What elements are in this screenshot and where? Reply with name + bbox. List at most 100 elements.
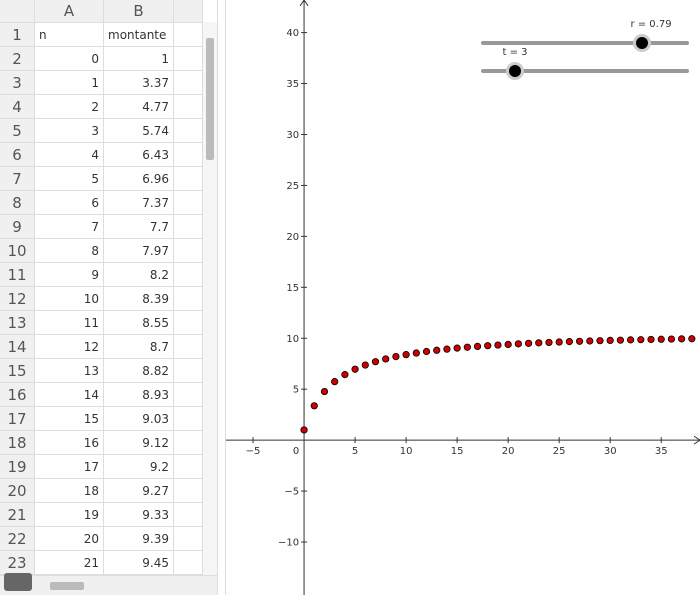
cell[interactable] (174, 167, 203, 191)
point[interactable] (310, 402, 318, 410)
divider[interactable] (217, 0, 226, 595)
point[interactable] (300, 426, 308, 434)
point[interactable] (382, 355, 390, 363)
cell[interactable]: 8.82 (104, 359, 174, 383)
cell[interactable] (174, 335, 203, 359)
point[interactable] (392, 352, 400, 361)
cell[interactable]: 4 (35, 143, 104, 167)
cell[interactable]: 17 (35, 455, 104, 479)
cell[interactable] (174, 311, 203, 335)
cell[interactable]: 9.45 (104, 551, 174, 575)
cell[interactable]: 2 (35, 95, 104, 119)
slider-knob[interactable] (636, 37, 648, 49)
cell[interactable]: 19 (35, 503, 104, 527)
cell[interactable]: 8.55 (104, 311, 174, 335)
point[interactable] (575, 337, 584, 345)
point[interactable] (606, 336, 614, 344)
cell[interactable]: 13 (35, 359, 104, 383)
cell[interactable]: 8.7 (104, 335, 174, 359)
point[interactable] (616, 336, 625, 344)
cell[interactable] (174, 239, 203, 263)
cell[interactable]: 9.27 (104, 479, 174, 503)
cell[interactable] (174, 23, 203, 47)
point[interactable] (463, 343, 471, 351)
point[interactable] (627, 336, 635, 344)
point[interactable] (647, 335, 655, 344)
cell[interactable]: 6.43 (104, 143, 174, 167)
point[interactable] (320, 387, 329, 396)
point[interactable] (443, 345, 451, 353)
cell[interactable] (174, 263, 203, 287)
point[interactable] (555, 338, 563, 346)
point[interactable] (565, 338, 573, 346)
cell[interactable]: 9.12 (104, 431, 174, 455)
cell[interactable]: 3 (35, 119, 104, 143)
cell[interactable]: 9.2 (104, 455, 174, 479)
cell[interactable] (174, 479, 203, 503)
cell[interactable]: 4.77 (104, 95, 174, 119)
point[interactable] (678, 335, 686, 343)
cell[interactable]: 6 (35, 191, 104, 215)
cell[interactable] (174, 455, 203, 479)
cell[interactable] (174, 143, 203, 167)
cell[interactable]: 8.39 (104, 287, 174, 311)
cell[interactable] (174, 359, 203, 383)
point[interactable] (341, 371, 349, 379)
cell[interactable]: 9 (35, 263, 104, 287)
cell[interactable]: 8 (35, 239, 104, 263)
cell[interactable]: 6.96 (104, 167, 174, 191)
keyboard-button[interactable] (4, 573, 32, 591)
cell[interactable]: 9.39 (104, 527, 174, 551)
point[interactable] (657, 335, 665, 343)
point[interactable] (402, 351, 410, 359)
point[interactable] (331, 378, 339, 386)
point[interactable] (422, 347, 431, 356)
cell[interactable]: 0 (35, 47, 104, 71)
cell[interactable]: 3.37 (104, 71, 174, 95)
point[interactable] (484, 342, 492, 350)
cell[interactable] (174, 215, 203, 239)
cell[interactable]: 5 (35, 167, 104, 191)
point[interactable] (351, 365, 359, 373)
cell[interactable] (174, 551, 203, 575)
cell[interactable]: 11 (35, 311, 104, 335)
h-scroll-thumb[interactable] (50, 582, 84, 590)
cell[interactable]: 18 (35, 479, 104, 503)
cell[interactable] (174, 71, 203, 95)
cell[interactable]: 1 (104, 47, 174, 71)
point[interactable] (637, 336, 645, 344)
cell[interactable] (174, 503, 203, 527)
cell[interactable]: 8.2 (104, 263, 174, 287)
point[interactable] (596, 337, 604, 345)
cell[interactable]: 1 (35, 71, 104, 95)
point[interactable] (688, 335, 696, 343)
cell[interactable]: n (35, 23, 104, 47)
point[interactable] (535, 339, 543, 347)
cell[interactable] (174, 431, 203, 455)
cell[interactable]: 7.97 (104, 239, 174, 263)
cell[interactable]: 5.74 (104, 119, 174, 143)
point[interactable] (504, 340, 512, 349)
cell[interactable]: 15 (35, 407, 104, 431)
point[interactable] (473, 342, 482, 351)
cell[interactable] (174, 191, 203, 215)
point[interactable] (361, 361, 369, 369)
point[interactable] (545, 338, 553, 347)
point[interactable] (453, 344, 461, 352)
cell[interactable]: 7.37 (104, 191, 174, 215)
cell[interactable]: 16 (35, 431, 104, 455)
cell[interactable]: montante (104, 23, 174, 47)
point[interactable] (514, 340, 522, 348)
cell[interactable] (174, 95, 203, 119)
cell[interactable]: 12 (35, 335, 104, 359)
cell[interactable]: 9.03 (104, 407, 174, 431)
cell[interactable]: 20 (35, 527, 104, 551)
point[interactable] (433, 346, 441, 354)
cell[interactable]: 7 (35, 215, 104, 239)
cell[interactable] (174, 407, 203, 431)
cell[interactable]: 21 (35, 551, 104, 575)
cell[interactable] (174, 383, 203, 407)
cell[interactable]: 14 (35, 383, 104, 407)
cell[interactable]: 7.7 (104, 215, 174, 239)
cell[interactable] (174, 287, 203, 311)
